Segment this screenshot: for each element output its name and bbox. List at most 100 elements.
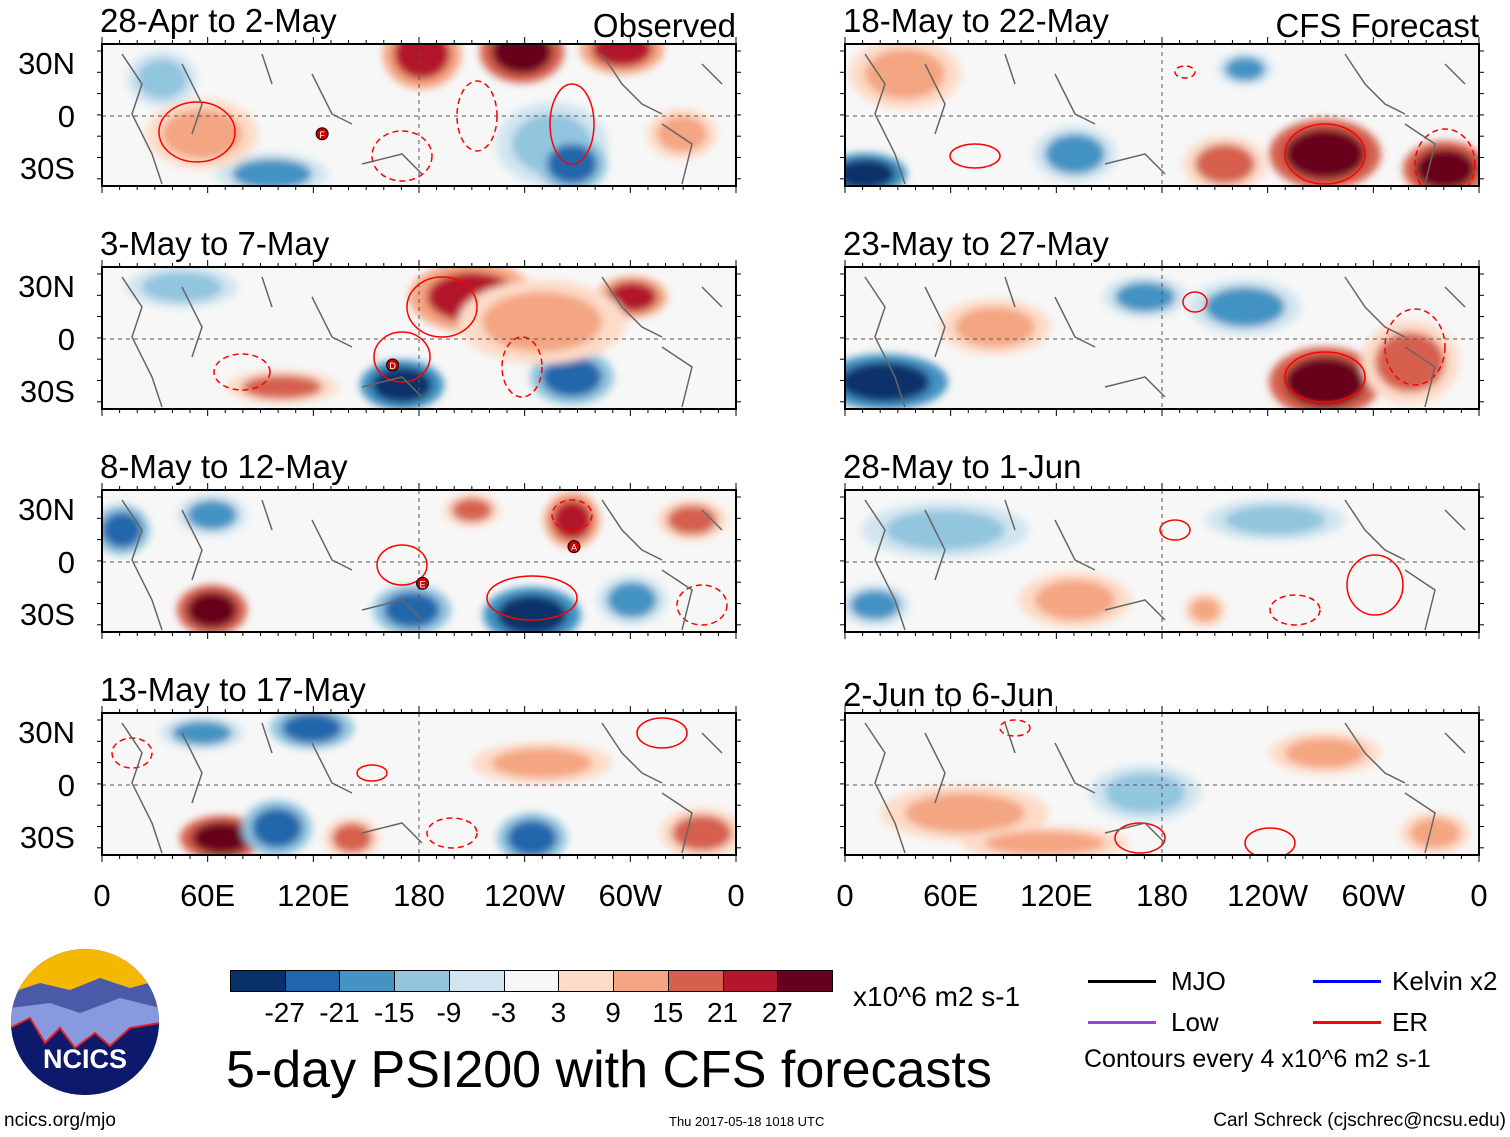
coastlines bbox=[121, 722, 723, 854]
er-contour bbox=[486, 575, 578, 621]
lon-label: 60W bbox=[598, 878, 663, 913]
er-contour bbox=[1182, 291, 1208, 313]
anomaly-blob bbox=[1285, 129, 1365, 179]
er-contour bbox=[1159, 519, 1191, 541]
lat-label: 0 bbox=[57, 767, 75, 803]
anomaly-blob bbox=[332, 823, 372, 853]
colorbar-tick: 9 bbox=[605, 997, 621, 1028]
er-contour bbox=[356, 764, 388, 782]
lat-label: 30N bbox=[18, 492, 75, 527]
map-panel bbox=[840, 37, 1484, 193]
lat-label: 0 bbox=[57, 98, 75, 134]
panel-title: 23-May to 27-May bbox=[843, 225, 1109, 262]
panel-title: 18-May to 22-May bbox=[843, 2, 1109, 39]
footer-timestamp: Thu 2017-05-18 1018 UTC bbox=[669, 1114, 825, 1129]
ncics-logo: NCICS bbox=[11, 949, 159, 1095]
colorbar-swatch bbox=[558, 970, 615, 992]
lon-label: 120E bbox=[277, 878, 350, 913]
er-contour bbox=[636, 717, 688, 749]
legend-label-mjo: MJO bbox=[1171, 966, 1226, 996]
er-contour bbox=[158, 101, 236, 163]
lat-label: 30N bbox=[18, 715, 75, 750]
anomaly-blob bbox=[192, 822, 252, 854]
storm-marker: A bbox=[567, 540, 581, 554]
map-panel: F bbox=[97, 37, 741, 193]
anomaly-blob bbox=[1190, 598, 1220, 622]
er-contour bbox=[1384, 308, 1446, 386]
footer-author: Carl Schreck (cjschrec@ncsu.edu) bbox=[1213, 1110, 1506, 1131]
lon-label: 60E bbox=[923, 878, 979, 913]
panel-label: CFS Forecast bbox=[1275, 7, 1479, 44]
colorbar-swatch bbox=[613, 970, 669, 992]
colorbar-swatch bbox=[503, 970, 560, 992]
anomaly-blob bbox=[1285, 738, 1365, 768]
lon-label: 60E bbox=[180, 878, 236, 913]
er-contour bbox=[371, 130, 433, 182]
colorbar-swatch bbox=[722, 970, 779, 992]
legend-label-kelvin: Kelvin x2 bbox=[1392, 966, 1498, 996]
anomaly-blob bbox=[1410, 818, 1460, 848]
panel-title: 13-May to 17-May bbox=[100, 671, 366, 708]
er-contour bbox=[676, 584, 728, 626]
er-contour bbox=[426, 817, 478, 849]
anomaly-blob bbox=[394, 44, 450, 79]
anomaly-blob bbox=[845, 159, 895, 186]
er-contour bbox=[213, 353, 271, 391]
lon-label: 120E bbox=[1020, 878, 1093, 913]
er-contour bbox=[1114, 822, 1166, 854]
anomaly-blob bbox=[372, 367, 432, 403]
anomaly-blob bbox=[667, 505, 717, 535]
anomaly-blob bbox=[1205, 287, 1285, 327]
coastlines bbox=[864, 499, 1466, 631]
colorbar-tick: -3 bbox=[491, 997, 517, 1028]
map-panel bbox=[840, 260, 1484, 416]
panel-title: 28-May to 1-Jun bbox=[843, 448, 1082, 485]
panel-title: 28-Apr to 2-May bbox=[100, 2, 337, 39]
colorbar-swatch bbox=[339, 970, 396, 992]
storm-marker: F bbox=[315, 127, 329, 141]
anomaly-blob bbox=[242, 375, 322, 399]
anomaly-blob bbox=[885, 510, 1005, 550]
colorbar-swatch bbox=[777, 970, 833, 992]
svg-text:F: F bbox=[319, 130, 325, 140]
anomaly-blob bbox=[542, 357, 602, 397]
anomaly-blob bbox=[905, 793, 1025, 833]
lat-label: 0 bbox=[57, 544, 75, 580]
panel-title: 2-Jun to 6-Jun bbox=[843, 676, 1054, 713]
legend-line-kelvin bbox=[1313, 980, 1381, 983]
colorbar-units: x10^6 m2 s-1 bbox=[853, 981, 1021, 1012]
panel-label: Observed bbox=[592, 7, 736, 44]
anomaly-blob bbox=[162, 109, 242, 159]
colorbar-swatch bbox=[667, 970, 724, 992]
anomaly-blob bbox=[232, 159, 312, 186]
anomaly-blob bbox=[607, 582, 657, 618]
anomaly-blob bbox=[252, 808, 302, 848]
legend-line-er bbox=[1313, 1021, 1381, 1024]
lat-label: 30N bbox=[18, 46, 75, 81]
er-contour bbox=[501, 336, 543, 398]
colorbar-tick: 15 bbox=[652, 997, 684, 1028]
anomaly-blob bbox=[507, 820, 557, 855]
coastlines bbox=[864, 53, 1466, 185]
map-panel bbox=[97, 706, 741, 862]
colorbar-tick: -27 bbox=[264, 997, 305, 1028]
er-contour bbox=[949, 143, 1001, 169]
anomaly-blob bbox=[1105, 773, 1185, 813]
anomaly-blob bbox=[1285, 357, 1365, 407]
lat-label: 0 bbox=[57, 321, 75, 357]
anomaly-blob bbox=[850, 590, 900, 620]
er-contour bbox=[1244, 827, 1296, 855]
anomaly-blob bbox=[482, 292, 602, 352]
anomaly-blob bbox=[282, 713, 342, 743]
er-contour bbox=[1346, 554, 1404, 616]
er-contour bbox=[551, 499, 593, 531]
footer-url[interactable]: ncics.org/mjo bbox=[4, 1110, 116, 1131]
er-contour bbox=[1284, 123, 1366, 185]
anomaly-blob bbox=[672, 815, 732, 851]
lat-label: 30N bbox=[18, 269, 75, 304]
anomaly-blob bbox=[1195, 144, 1255, 184]
colorbar-tick: 21 bbox=[706, 997, 739, 1028]
map-panel bbox=[840, 706, 1484, 862]
lon-label: 60W bbox=[1341, 878, 1406, 913]
anomaly-blob bbox=[657, 116, 707, 152]
